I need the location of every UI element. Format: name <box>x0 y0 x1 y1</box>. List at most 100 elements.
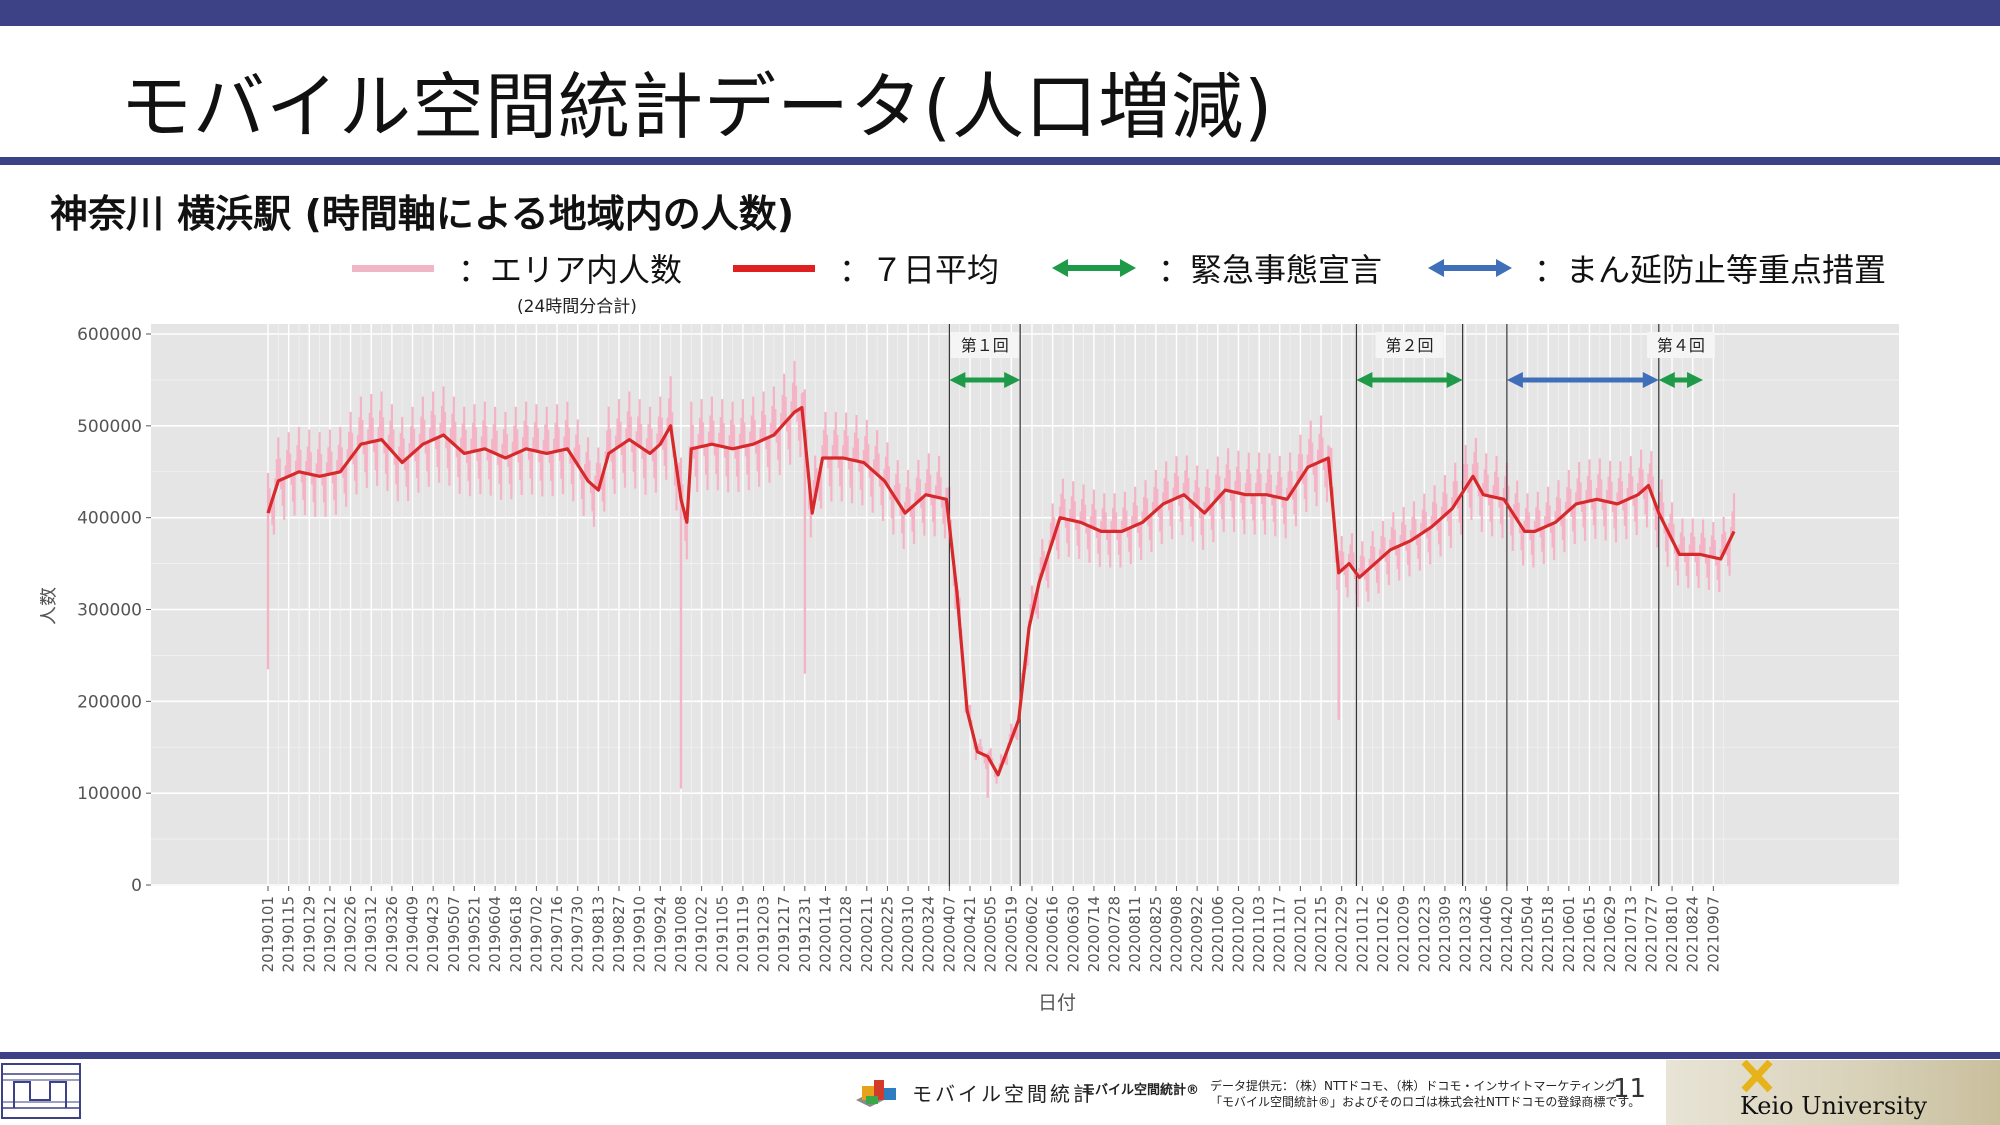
x-tick-label: 20190101 <box>259 896 277 972</box>
x-tick-label: 20190924 <box>651 896 669 972</box>
x-tick-label: 20190507 <box>445 896 463 972</box>
x-tick-label: 20190423 <box>424 896 442 972</box>
x-tick-label: 20210209 <box>1395 896 1413 972</box>
institution-logo-icon <box>1 1063 81 1119</box>
seven-day-average-series <box>266 405 1736 777</box>
legend-item-emergency: ：緊急事態宣言 <box>1052 245 1382 291</box>
x-tick-label: 20201117 <box>1271 896 1289 972</box>
footer-brand-mark: モバイル空間統計® <box>1082 1083 1200 1098</box>
emergency-arrow-head-left <box>1356 372 1373 388</box>
x-tick-label: 20190129 <box>300 896 318 972</box>
y-axis-label: 人数 <box>40 587 59 625</box>
x-tick-label: 20190716 <box>548 896 566 972</box>
period-label: 第１回 <box>961 336 1009 355</box>
legend-label: ：緊急事態宣言 <box>1158 251 1383 289</box>
chart-subtitle: 神奈川 横浜駅 (時間軸による地域内の人数) <box>50 192 795 236</box>
daily-count-series <box>266 360 1736 798</box>
seven-day-average-line <box>266 405 1736 777</box>
slide-title: モバイル空間統計データ(人口増減) <box>120 65 1274 149</box>
x-tick-label: 20190212 <box>321 896 339 972</box>
y-tick-label: 500000 <box>77 417 142 437</box>
x-tick-label: 20191022 <box>693 896 711 972</box>
period-arrows: 第１回 第２回 第４回 <box>949 332 1715 388</box>
y-tick-label: 200000 <box>77 692 142 712</box>
y-tick-label: 100000 <box>77 784 142 804</box>
x-tick-label: 20210223 <box>1415 896 1433 972</box>
x-tick-label: 20200505 <box>982 896 1000 972</box>
footer-brand-text: モバイル空間統計 <box>912 1081 1096 1106</box>
page-number: 11 <box>1613 1074 1647 1104</box>
x-tick-label: 20200225 <box>878 896 896 972</box>
legend-label: ：７日平均 <box>839 251 1000 289</box>
x-tick-label: 20210907 <box>1704 896 1722 972</box>
footer-credit: データ提供元：（株）NTTドコモ、（株）ドコモ・インサイトマーケティング 「モバ… <box>1210 1078 1640 1110</box>
x-tick-label: 20190521 <box>465 896 483 972</box>
x-tick-label: 20200616 <box>1044 896 1062 972</box>
mobile-spatial-statistics-logo: モバイル空間統計 <box>852 1074 1096 1110</box>
footer-credit-line: 「モバイル空間統計®」およびそのロゴは株式会社NTTドコモの登録商標です。 <box>1210 1095 1641 1109</box>
keio-university-banner: Keio University <box>1666 1060 2000 1125</box>
x-tick-label: 20190827 <box>610 896 628 972</box>
x-tick-label: 20190326 <box>383 896 401 972</box>
x-tick-label: 20210615 <box>1580 896 1598 972</box>
blocks-logo-icon <box>856 1080 896 1107</box>
university-name: Keio University <box>1740 1092 1928 1120</box>
x-tick-label: 20200114 <box>816 896 834 972</box>
title-rule <box>0 157 2000 165</box>
priority-arrow-head-left <box>1506 372 1523 388</box>
x-tick-label: 20201006 <box>1209 896 1227 972</box>
x-tick-label: 20191231 <box>796 896 814 972</box>
x-tick-label: 20200519 <box>1002 896 1020 972</box>
x-tick-label: 20200811 <box>1126 896 1144 972</box>
emergency-arrow-head-right <box>1687 372 1704 388</box>
x-tick-label: 20210504 <box>1519 896 1537 972</box>
x-tick-label: 20190226 <box>342 896 360 972</box>
x-tick-label: 20210406 <box>1477 896 1495 972</box>
x-tick-label: 20210824 <box>1684 896 1702 972</box>
top-bar <box>0 0 2000 26</box>
legend-swatch-pink <box>352 264 434 272</box>
x-tick-label: 20190702 <box>527 896 545 972</box>
x-tick-label: 20201201 <box>1291 896 1309 972</box>
footer-credit-line: データ提供元：（株）NTTドコモ、（株）ドコモ・インサイトマーケティング <box>1210 1079 1617 1093</box>
legend-note: (24時間分合計) <box>517 297 637 317</box>
x-tick-label: 20210112 <box>1353 896 1371 972</box>
x-tick-label: 20200630 <box>1064 896 1082 972</box>
x-tick-label: 20210601 <box>1560 896 1578 972</box>
x-tick-label: 20210309 <box>1436 896 1454 972</box>
legend-label: ：エリア内人数 <box>458 251 683 289</box>
legend-item-area-count: ：エリア内人数 <box>352 245 682 291</box>
period-label-box <box>950 332 1019 358</box>
priority-arrow-head-right <box>1642 372 1659 388</box>
x-tick-label: 20190604 <box>486 896 504 972</box>
y-tick-label: 400000 <box>77 509 142 529</box>
x-tick-label: 20200602 <box>1023 896 1041 972</box>
x-tick-label: 20190312 <box>362 896 380 972</box>
y-tick-label: 600000 <box>77 325 142 345</box>
x-tick-label: 20191105 <box>713 896 731 972</box>
x-tick-label: 20200310 <box>899 896 917 972</box>
x-axis-label: 日付 <box>1038 992 1076 1014</box>
x-tick-label: 20210126 <box>1374 896 1392 972</box>
x-tick-label: 20200421 <box>961 896 979 972</box>
x-tick-label: 20190730 <box>569 896 587 972</box>
x-tick-label: 20201103 <box>1250 896 1268 972</box>
x-tick-label: 20200908 <box>1168 896 1186 972</box>
grid-lines <box>151 324 1899 886</box>
x-axis: 20190101 20190115 20190129 20190212 20190226… <box>259 886 1722 972</box>
x-tick-label: 20191008 <box>672 896 690 972</box>
y-tick-label: 300000 <box>77 601 142 621</box>
x-tick-label: 20190618 <box>507 896 525 972</box>
legend-swatch-red <box>733 264 815 272</box>
x-tick-label: 20190813 <box>589 896 607 972</box>
crossed-pens-icon <box>1741 1060 1773 1093</box>
x-tick-label: 20200211 <box>858 896 876 972</box>
period-label: 第２回 <box>1386 336 1434 355</box>
x-tick-label: 20191119 <box>734 896 752 972</box>
x-tick-label: 20201215 <box>1312 896 1330 972</box>
x-tick-label: 20200728 <box>1106 896 1124 972</box>
x-tick-label: 20210323 <box>1457 896 1475 972</box>
y-axis: 0 100000 200000 300000 400000 500000 600000 <box>77 325 151 896</box>
x-tick-label: 20210713 <box>1622 896 1640 972</box>
legend-label: ：まん延防止等重点措置 <box>1534 251 1887 289</box>
